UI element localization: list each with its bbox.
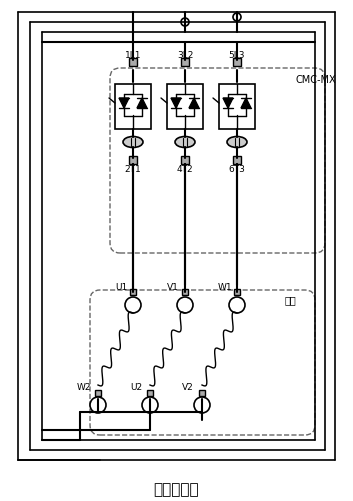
Text: 4T2: 4T2 xyxy=(177,164,193,173)
Polygon shape xyxy=(119,98,129,108)
Bar xyxy=(219,84,255,129)
Bar xyxy=(182,289,188,295)
Bar xyxy=(95,390,101,396)
Bar xyxy=(199,390,205,396)
Text: 三角形内接: 三角形内接 xyxy=(153,482,199,497)
Text: 电机: 电机 xyxy=(285,295,297,305)
Bar xyxy=(234,289,240,295)
Circle shape xyxy=(125,297,141,313)
Text: U1: U1 xyxy=(115,284,127,293)
Text: W2: W2 xyxy=(77,383,91,392)
Text: 6T3: 6T3 xyxy=(228,164,245,173)
Bar xyxy=(147,390,153,396)
Polygon shape xyxy=(241,98,251,108)
Bar xyxy=(115,84,151,129)
Circle shape xyxy=(233,13,241,21)
Text: 1L1: 1L1 xyxy=(125,51,141,60)
Bar xyxy=(129,58,137,66)
Bar xyxy=(130,289,136,295)
Bar xyxy=(167,84,203,129)
Text: W1: W1 xyxy=(218,284,232,293)
Polygon shape xyxy=(171,98,181,108)
Ellipse shape xyxy=(123,136,143,147)
Text: 2T1: 2T1 xyxy=(125,164,141,173)
Bar xyxy=(233,156,241,164)
Circle shape xyxy=(181,18,189,26)
Ellipse shape xyxy=(227,136,247,147)
Circle shape xyxy=(142,397,158,413)
Text: U2: U2 xyxy=(130,383,142,392)
Text: CMC-MX: CMC-MX xyxy=(295,75,336,85)
Polygon shape xyxy=(223,98,233,108)
Circle shape xyxy=(194,397,210,413)
Bar xyxy=(129,156,137,164)
Text: V2: V2 xyxy=(182,383,194,392)
Polygon shape xyxy=(189,98,199,108)
Text: V1: V1 xyxy=(167,284,179,293)
Text: 3L2: 3L2 xyxy=(177,51,193,60)
Bar xyxy=(181,156,189,164)
Circle shape xyxy=(90,397,106,413)
Polygon shape xyxy=(137,98,147,108)
Bar xyxy=(233,58,241,66)
Circle shape xyxy=(177,297,193,313)
Bar xyxy=(181,58,189,66)
Circle shape xyxy=(229,297,245,313)
Ellipse shape xyxy=(175,136,195,147)
Text: 5L3: 5L3 xyxy=(229,51,245,60)
